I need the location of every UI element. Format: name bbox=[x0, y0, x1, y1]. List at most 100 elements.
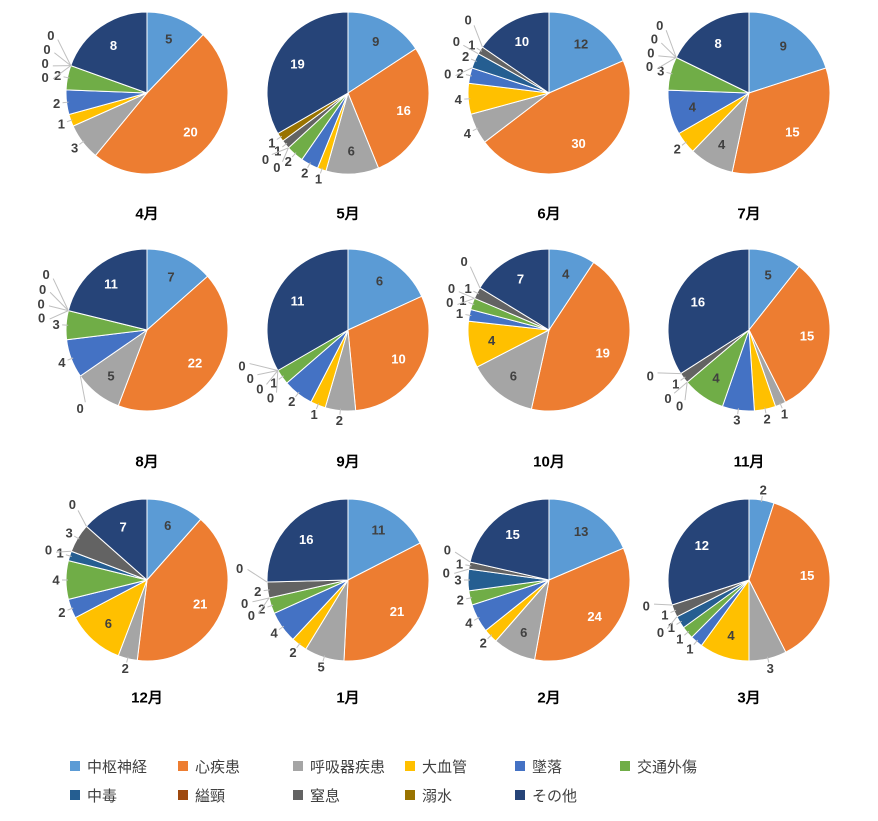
pie-chart-10: 112152422160001月 bbox=[236, 498, 430, 707]
leader-line bbox=[258, 597, 270, 614]
legend-item: 墜落 bbox=[515, 756, 562, 776]
legend-item: 縊頸 bbox=[178, 785, 225, 805]
data-label: 15 bbox=[800, 568, 814, 583]
month-label: 1月 bbox=[336, 690, 359, 707]
legend-swatch bbox=[515, 790, 525, 800]
leader-line bbox=[658, 55, 677, 58]
data-label: 0 bbox=[464, 12, 471, 27]
legend-swatch bbox=[405, 790, 415, 800]
legend-label: その他 bbox=[532, 787, 578, 805]
legend-label: 呼吸器疾患 bbox=[310, 758, 386, 776]
legend-label: 中毒 bbox=[87, 787, 118, 805]
data-label: 7 bbox=[517, 272, 524, 287]
month-label: 5月 bbox=[336, 206, 359, 223]
data-label: 19 bbox=[290, 56, 304, 71]
leader-line bbox=[278, 375, 284, 380]
data-label: 4 bbox=[718, 137, 726, 152]
leader-line bbox=[654, 603, 672, 606]
legend-item: 心疾患 bbox=[178, 756, 240, 776]
month-label: 7月 bbox=[737, 206, 760, 223]
legend-swatch bbox=[405, 761, 415, 771]
data-label: 1 bbox=[268, 135, 275, 150]
leader-line bbox=[473, 616, 480, 621]
pie-slice bbox=[748, 265, 831, 403]
month-label: 6月 bbox=[537, 206, 560, 223]
legend-label: 墜落 bbox=[532, 758, 563, 776]
data-label: 21 bbox=[390, 604, 404, 619]
leader-line bbox=[296, 642, 301, 649]
leader-line bbox=[247, 568, 268, 583]
legend-label: 交通外傷 bbox=[637, 758, 698, 776]
pie-slice bbox=[266, 248, 349, 372]
data-label: 1 bbox=[459, 293, 466, 308]
legend-swatch bbox=[70, 761, 80, 771]
leader-line bbox=[276, 135, 283, 140]
data-label: 4 bbox=[562, 267, 570, 282]
data-label: 6 bbox=[105, 616, 112, 631]
data-label: 1 bbox=[456, 306, 463, 321]
pie-chart-grid: 5203122800004月91661221119005月12304422110… bbox=[38, 11, 831, 707]
data-label: 6 bbox=[510, 369, 517, 384]
data-label: 12 bbox=[574, 37, 588, 52]
pie-chart-1: 5203122800004月 bbox=[42, 11, 229, 223]
data-label: 21 bbox=[193, 596, 207, 611]
pie-slice bbox=[748, 11, 827, 94]
leader-line bbox=[455, 67, 473, 77]
data-label: 0 bbox=[247, 371, 254, 386]
leader-line bbox=[282, 142, 288, 148]
leader-line bbox=[77, 510, 87, 527]
legend-item: 呼吸器疾患 bbox=[293, 756, 385, 776]
leader-line bbox=[766, 656, 770, 663]
pie-slice bbox=[136, 518, 229, 662]
leader-line bbox=[271, 147, 289, 156]
data-label: 9 bbox=[372, 34, 379, 49]
leader-line bbox=[472, 127, 479, 132]
data-label: 20 bbox=[183, 124, 197, 139]
leader-line bbox=[267, 604, 274, 608]
data-label: 0 bbox=[69, 497, 76, 512]
leader-line bbox=[457, 297, 475, 305]
leader-line bbox=[66, 119, 73, 123]
month-label: 10月 bbox=[533, 454, 565, 471]
pie-slice bbox=[85, 498, 148, 582]
pie-slice bbox=[483, 59, 631, 175]
pie-slice bbox=[469, 498, 550, 581]
leader-line bbox=[665, 29, 677, 58]
data-label: 4 bbox=[58, 355, 66, 370]
leader-line bbox=[473, 25, 483, 48]
data-label: 3 bbox=[66, 525, 73, 540]
leader-line bbox=[764, 407, 767, 414]
leader-line bbox=[487, 634, 493, 640]
data-label: 10 bbox=[515, 34, 529, 49]
legend-item: 中枢神経 bbox=[70, 756, 147, 776]
leader-line bbox=[126, 656, 129, 663]
leader-line bbox=[56, 550, 72, 553]
data-label: 3 bbox=[454, 573, 461, 588]
leader-line bbox=[57, 39, 72, 66]
pie-slice bbox=[530, 261, 631, 412]
leader-line bbox=[779, 402, 783, 409]
leader-line bbox=[52, 65, 72, 80]
data-label: 2 bbox=[457, 593, 464, 608]
data-label: 1 bbox=[456, 556, 463, 571]
legend-item: その他 bbox=[515, 785, 577, 805]
leader-line bbox=[275, 370, 279, 393]
leader-line bbox=[249, 363, 278, 371]
data-label: 0 bbox=[647, 369, 654, 384]
leader-line bbox=[281, 147, 289, 162]
leader-line bbox=[65, 554, 72, 557]
leader-line bbox=[52, 278, 69, 311]
data-label: 0 bbox=[238, 359, 245, 374]
pie-slice bbox=[266, 498, 349, 583]
data-label: 10 bbox=[391, 352, 405, 367]
leader-line bbox=[322, 655, 326, 662]
data-label: 6 bbox=[164, 518, 171, 533]
data-label: 2 bbox=[462, 49, 469, 64]
pie-chart-3: 123044221100006月 bbox=[444, 11, 631, 223]
pie-chart-9: 6 21 2 6 2 4 13 7 0 0 12月 bbox=[45, 497, 229, 707]
data-label: 30 bbox=[571, 136, 585, 151]
data-label: 8 bbox=[714, 36, 721, 51]
